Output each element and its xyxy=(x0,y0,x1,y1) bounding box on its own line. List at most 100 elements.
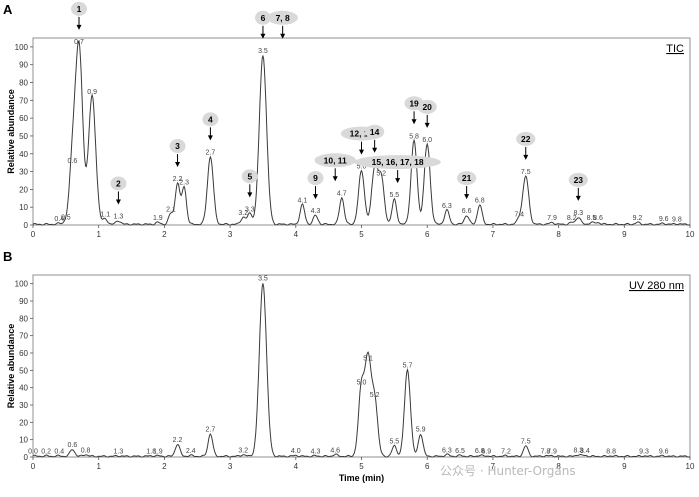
peak-label: 1.9 xyxy=(153,215,163,222)
chart-panel-b: 0 10 20 30 40 50 60 70 80 90 100 0 1 2 3 4 5 6 7 8 9 10 Relati… xyxy=(6,274,695,483)
peak-label: 2.4 xyxy=(186,448,196,455)
annotation-badge xyxy=(568,172,588,187)
peak-label: 1.1 xyxy=(100,212,110,219)
annotation-arrowhead xyxy=(207,135,213,141)
y-tick-label: 100 xyxy=(15,43,29,52)
x-tick-label: 7 xyxy=(491,230,496,239)
peak-label: 4.7 xyxy=(337,190,347,197)
x-tick-label: 6 xyxy=(425,462,430,471)
x-tick-label: 3 xyxy=(228,462,233,471)
annotation-arrowhead xyxy=(175,162,181,168)
y-tick-label: 70 xyxy=(19,96,28,105)
annotation-label: 5 xyxy=(247,171,252,181)
y-tick-label: 50 xyxy=(19,366,28,375)
x-tick-label: 1 xyxy=(96,462,101,471)
x-tick-label: 6 xyxy=(425,230,430,239)
annotation-arrowhead xyxy=(372,147,378,153)
peak-label: 6.5 xyxy=(455,448,465,455)
annotation-arrowhead xyxy=(280,33,286,39)
y-tick-label: 100 xyxy=(15,280,29,289)
annotation-label: 20 xyxy=(422,102,432,112)
peak-label: 7.9 xyxy=(547,215,557,222)
y-tick-label: 70 xyxy=(19,332,28,341)
peak-label: 9.2 xyxy=(633,215,643,222)
annotation-arrowhead xyxy=(260,33,266,39)
peak-label: 3.2 xyxy=(238,447,248,454)
annotation-badge xyxy=(354,155,441,170)
peak-label: 7.2 xyxy=(501,448,511,455)
annotation-badge xyxy=(516,131,536,146)
y-tick-label: 40 xyxy=(19,150,28,159)
y-tick-label: 20 xyxy=(19,418,28,427)
annotation-label: 7, 8 xyxy=(276,13,290,23)
y-tick-label: 0 xyxy=(24,221,29,230)
annotation-label: 22 xyxy=(521,134,531,144)
peak-label: 0.0 xyxy=(28,448,38,455)
peak-label: 5.5 xyxy=(389,192,399,199)
peak-label: 5.2 xyxy=(376,171,386,178)
x-tick-label: 4 xyxy=(294,462,299,471)
peak-label: 5.2 xyxy=(370,392,380,399)
y-tick-label: 0 xyxy=(24,453,29,462)
annotation-label: 19 xyxy=(409,98,419,108)
annotation-arrowhead xyxy=(313,194,319,200)
peak-label: 7.5 xyxy=(521,169,531,176)
x-tick-label: 8 xyxy=(556,462,561,471)
y-tick-label: 90 xyxy=(19,61,28,70)
y-tick-label: 50 xyxy=(19,132,28,141)
chart-title: TIC xyxy=(666,43,684,55)
plot-frame xyxy=(32,274,691,458)
peak-label: 0.7 xyxy=(74,39,84,46)
peak-label: 0.9 xyxy=(87,89,97,96)
annotation-badge xyxy=(241,169,258,184)
peak-label: 7.5 xyxy=(521,439,531,446)
annotation-label: 21 xyxy=(462,173,472,183)
annotation-badge xyxy=(169,139,186,154)
y-tick-label: 80 xyxy=(19,314,28,323)
peak-label: 2.7 xyxy=(206,426,216,433)
peak-label: 9.3 xyxy=(639,448,649,455)
annotation-badge xyxy=(70,1,87,16)
watermark: 公众号 · Hunter-Organs xyxy=(440,464,576,478)
peak-label: 6.8 xyxy=(475,197,485,204)
x-tick-label: 4 xyxy=(294,230,299,239)
y-tick-label: 20 xyxy=(19,185,28,194)
y-tick-label: 30 xyxy=(19,401,28,410)
peak-label: 2.3 xyxy=(179,180,189,187)
y-tick-label: 30 xyxy=(19,168,28,177)
peak-label: 3.5 xyxy=(258,276,268,283)
peak-label: 3.5 xyxy=(258,48,268,55)
peak-label: 0.4 xyxy=(54,448,64,455)
annotation-label: 9 xyxy=(313,173,318,183)
y-tick-label: 80 xyxy=(19,79,28,88)
x-tick-label: 10 xyxy=(686,230,695,239)
annotation-label: 1 xyxy=(77,4,82,14)
peak-label: 4.1 xyxy=(298,197,308,204)
peak-label: 4.3 xyxy=(311,448,321,455)
panel-letter-b: B xyxy=(3,249,12,264)
peak-label: 7.9 xyxy=(547,448,557,455)
y-tick-label: 10 xyxy=(19,203,28,212)
peak-label: 0.2 xyxy=(41,448,51,455)
peak-label: 6.0 xyxy=(422,137,432,144)
annotation-arrowhead xyxy=(332,176,338,182)
peak-label: 5.7 xyxy=(403,362,413,369)
peak-label: 8.3 xyxy=(573,447,583,454)
peak-label: 0.8 xyxy=(81,447,91,454)
y-tick-label: 40 xyxy=(19,384,28,393)
annotation-label: 15, 16, 17, 18 xyxy=(372,157,424,167)
peak-label: 6.8 xyxy=(475,448,485,455)
annotation-arrowhead xyxy=(247,192,253,198)
peak-label: 5.0 xyxy=(357,164,367,171)
annotation-badge xyxy=(365,124,385,139)
x-tick-label: 2 xyxy=(162,230,167,239)
peak-label: 8.3 xyxy=(573,210,583,217)
x-tick-label: 0 xyxy=(31,462,36,471)
peak-label: 5.5 xyxy=(389,439,399,446)
x-axis-label: Time (min) xyxy=(339,473,384,483)
annotation-arrowhead xyxy=(523,154,529,160)
peak-label: 1.9 xyxy=(153,448,163,455)
x-tick-label: 7 xyxy=(491,462,496,471)
peak-label: 8.8 xyxy=(606,448,616,455)
